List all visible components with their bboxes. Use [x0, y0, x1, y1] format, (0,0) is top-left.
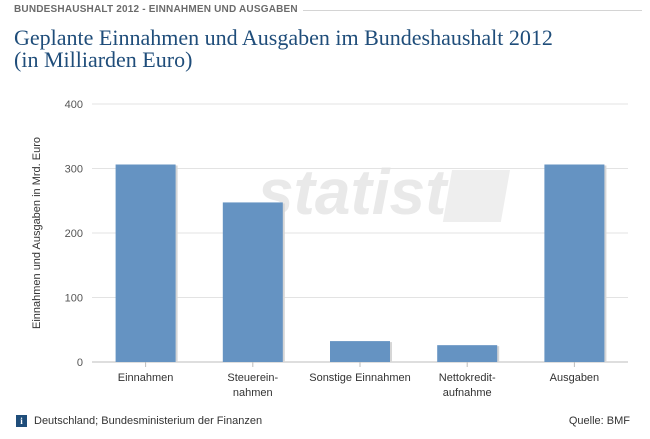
chart-title: Geplante Einnahmen und Ausgaben im Bunde…	[14, 27, 639, 71]
x-tick-label: Ausgaben	[550, 372, 600, 384]
x-tick-label: Steuerein-	[227, 372, 278, 384]
y-tick-label: 0	[77, 357, 83, 369]
chart-title-line-1: Geplante Einnahmen und Ausgaben im Bunde…	[14, 25, 553, 50]
category-label: BUNDESHAUSHALT 2012 - EINNAHMEN UND AUSG…	[14, 4, 298, 15]
info-icon[interactable]: i	[16, 415, 27, 427]
source-credit: Quelle: BMF	[568, 415, 630, 427]
x-tick-label: Nettokredit-	[439, 372, 496, 384]
bar	[222, 202, 283, 362]
watermark-logo-box	[442, 170, 511, 222]
header-divider	[303, 10, 642, 11]
chart-title-line-2: (in Milliarden Euro)	[14, 47, 193, 72]
x-tick-label: Sonstige Einnahmen	[309, 372, 411, 384]
source-country: Deutschland; Bundesministerium der Finan…	[34, 415, 263, 427]
y-tick-label: 400	[65, 99, 83, 111]
x-tick-label: Einnahmen	[118, 372, 174, 384]
y-tick-label: 300	[65, 164, 83, 176]
x-tick-label: aufnahme	[443, 387, 492, 399]
y-tick-label: 100	[65, 293, 83, 305]
bar	[115, 164, 176, 362]
x-tick-label: nahmen	[233, 387, 273, 399]
y-tick-label: 200	[65, 228, 83, 240]
category-header: BUNDESHAUSHALT 2012 - EINNAHMEN UND AUSG…	[0, 0, 650, 20]
bar	[330, 341, 390, 362]
bar	[544, 164, 605, 362]
bar	[437, 345, 498, 362]
y-axis-label: Einnahmen und Ausgaben in Mrd. Euro	[31, 137, 43, 329]
